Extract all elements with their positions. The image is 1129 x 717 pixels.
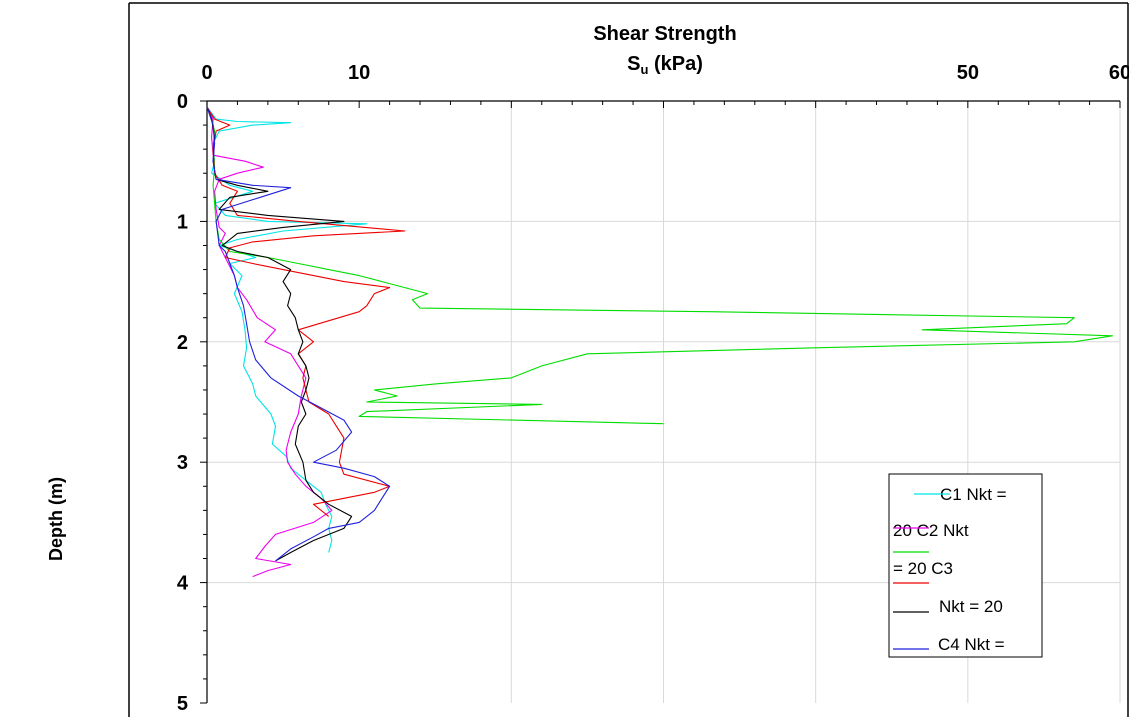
y-tick-label-4: 4 [177, 573, 189, 595]
legend-text-1: 20 C2 Nkt [893, 521, 969, 540]
x-tick-label-1: 10 [348, 62, 370, 84]
series-line-4 [206, 106, 353, 562]
y-tick-label-2: 2 [177, 332, 188, 354]
legend-box [888, 473, 1043, 658]
chart-subtitle: Su (kPa) [627, 53, 703, 77]
x-tick-label-3: 60 [1109, 62, 1129, 84]
subtitle-rest: (kPa) [648, 53, 702, 75]
x-tick-label-0: 0 [201, 62, 212, 84]
series-line-3 [206, 106, 406, 517]
tick-labels: 0 10 50 60 0 1 2 3 4 5 [177, 62, 1129, 715]
y-tick-label-3: 3 [177, 452, 188, 474]
x-tick-label-2: 50 [957, 62, 979, 84]
y-axis-label: Depth (m) [46, 477, 66, 561]
legend: C1 Nkt = 20 C2 Nkt = 20 C3 Nkt = 20 C4 Nkt = [888, 473, 1043, 658]
chart-title: Shear Strength [593, 23, 736, 45]
series-line-1 [206, 106, 333, 578]
subtitle-subscript: u [640, 62, 648, 77]
outer-frame [128, 2, 1129, 717]
legend-text-2: = 20 C3 [893, 559, 953, 578]
y-tick-label-1: 1 [177, 211, 188, 233]
axis-ticks [200, 100, 1121, 704]
y-tick-label-0: 0 [177, 91, 188, 113]
legend-text-0: C1 Nkt = [940, 485, 1007, 504]
series-line-2 [206, 106, 1113, 425]
subtitle-main: S [627, 53, 640, 75]
legend-text-3: Nkt = 20 [939, 597, 1003, 616]
legend-text-4: C4 Nkt = [938, 635, 1005, 654]
series-line-5 [206, 106, 391, 562]
y-tick-label-5: 5 [177, 693, 188, 715]
series-lines [206, 106, 1113, 578]
